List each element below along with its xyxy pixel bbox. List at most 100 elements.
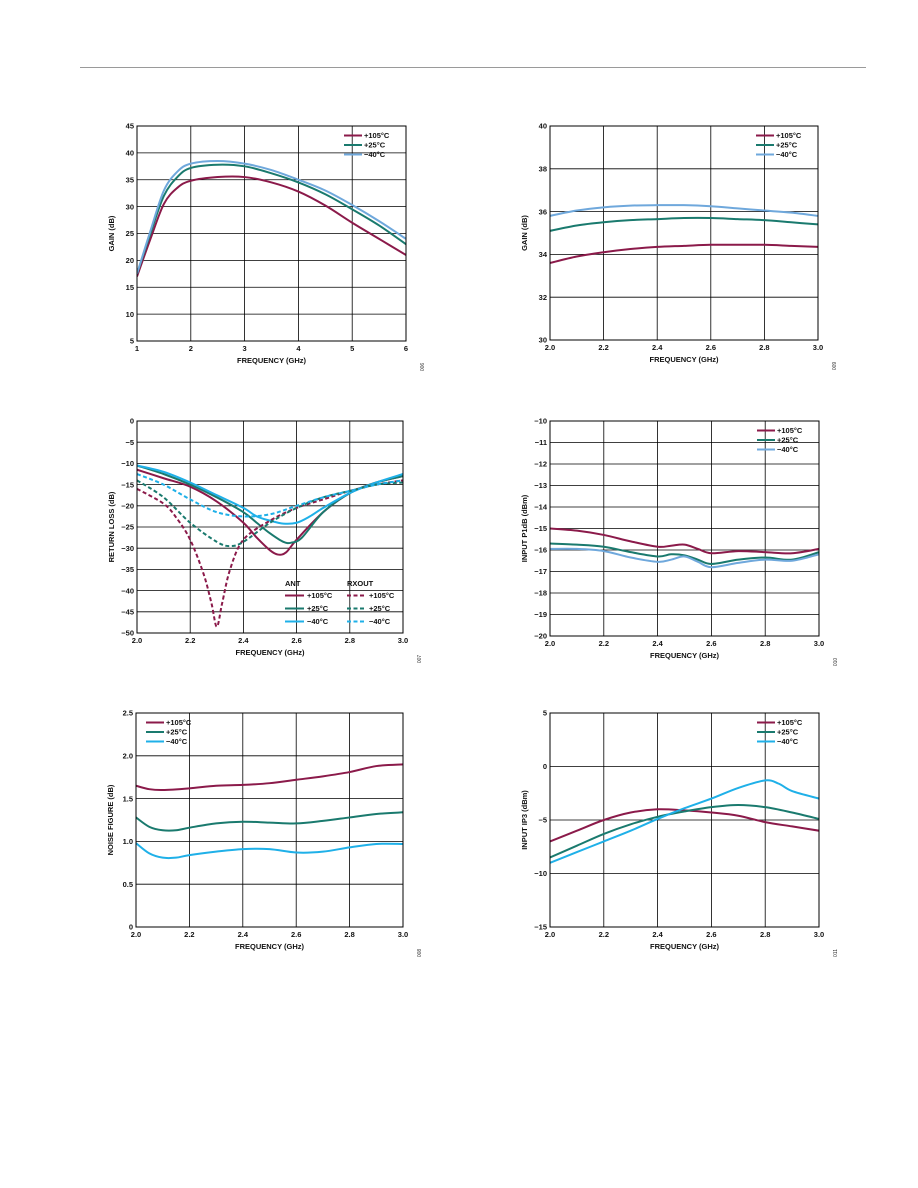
chart-2: 2.0 2.2 2.4 2.6 2.8 3.0−50−45−40−35−30−25−20−… [107, 417, 423, 663]
series-line-2 [137, 159, 406, 275]
series-group [550, 527, 819, 569]
x-tick-label: 1 [135, 344, 139, 353]
x-tick-label: 6 [404, 344, 408, 353]
x-tick-label: 2.8 [344, 930, 354, 939]
legend: +105°C+25°C−40°C [146, 718, 192, 746]
x-tick-label: 2.0 [545, 639, 555, 648]
series-group [137, 159, 406, 277]
legend: +105°C+25°C−40°C [757, 718, 803, 746]
y-axis-label: INPUT P1dB (dBm) [520, 494, 529, 562]
x-tick-label: 2.2 [599, 639, 609, 648]
y-tick-label: −15 [534, 524, 547, 533]
figure-id-label: 007 [417, 655, 423, 664]
x-tick-label: 2.0 [132, 636, 142, 645]
chart-3: 2.0 2.2 2.4 2.6 2.8 3.0 −20 −19 −18 −17 −16 −15 −14 −… [520, 417, 839, 666]
legend-label: −40°C [776, 150, 798, 159]
y-tick-label: 45 [126, 122, 134, 131]
legend-label: +25°C [777, 728, 799, 737]
y-tick-label: 40 [539, 122, 547, 131]
y-tick-label: 32 [539, 293, 547, 302]
x-tick-label: 5 [350, 344, 354, 353]
y-tick-label: 38 [539, 165, 547, 174]
y-tick-label: −11 [535, 438, 547, 447]
x-tick-label: 2.4 [652, 639, 663, 648]
x-tick-label: 2.8 [759, 343, 769, 352]
y-tick-label: −15 [121, 480, 134, 489]
plot-frame [549, 420, 820, 637]
y-tick-label: −20 [534, 632, 547, 641]
x-tick-label: 2.6 [706, 343, 716, 352]
series-line-2 [550, 779, 819, 864]
y-tick-label: 40 [126, 149, 134, 158]
y-tick-label: 36 [539, 207, 547, 216]
y-tick-label: 10 [126, 310, 134, 319]
y-tick-label: 5 [130, 337, 134, 346]
series-group [550, 204, 818, 264]
y-tick-label: 5 [543, 709, 547, 718]
x-tick-label: 2.4 [652, 343, 663, 352]
series-line-3 [137, 479, 403, 628]
legend: ANT RXOUT +105°C +25°C −40°C +105°C +25°C −40°C [285, 579, 395, 626]
x-tick-label: 3.0 [814, 639, 824, 648]
x-tick-label: 3 [243, 344, 247, 353]
chart-5: 2.0 2.2 2.4 2.6 2.8 3.0 −15 −10 −5 0 5 FREQUENCY (G… [520, 709, 839, 957]
legend-label: +105°C [307, 591, 333, 600]
y-axis-label: NOISE FIGURE (dB) [106, 784, 115, 855]
y-tick-label: 2.0 [123, 752, 133, 761]
figure-id-label: 009 [832, 362, 838, 371]
x-tick-label: 3.0 [814, 930, 824, 939]
legend: +105°C+25°C−40°C [344, 131, 390, 159]
series-group [137, 464, 403, 628]
y-axis-label: RETURN LOSS (dB) [107, 491, 116, 562]
series-line-0 [137, 175, 406, 277]
y-tick-label: −10 [121, 459, 134, 468]
figure-id-label: 011 [833, 949, 839, 957]
legend-label: +105°C [369, 591, 395, 600]
figure-id-label: 010 [833, 658, 839, 667]
x-tick-label: 2.4 [238, 636, 249, 645]
legend-label: +105°C [166, 718, 192, 727]
legend-label: +105°C [364, 131, 390, 140]
y-tick-label: −20 [121, 502, 134, 511]
series-line-2 [136, 842, 403, 860]
legend-label: −40°C [369, 617, 391, 626]
series-line-1 [550, 542, 819, 565]
y-tick-label: −13 [534, 481, 547, 490]
x-tick-label: 2 [189, 344, 193, 353]
x-tick-label: 3.0 [398, 930, 408, 939]
legend-label: +105°C [777, 718, 803, 727]
series-line-0 [550, 527, 819, 555]
series-line-0 [137, 468, 403, 556]
y-axis-label: INPUT IP3 (dBm) [520, 790, 529, 850]
y-tick-label: 0 [130, 417, 134, 426]
legend-label: +25°C [369, 604, 391, 613]
series-line-1 [550, 216, 818, 232]
x-axis-label: FREQUENCY (GHz) [235, 942, 305, 951]
legend-label: +25°C [307, 604, 329, 613]
y-tick-label: −25 [121, 523, 134, 532]
series-line-1 [137, 163, 406, 275]
y-tick-label: −17 [534, 567, 547, 576]
legend: +105°C+25°C−40°C [757, 426, 803, 454]
y-tick-label: −10 [534, 417, 547, 426]
series-line-2 [550, 204, 818, 217]
x-tick-label: 3.0 [813, 343, 823, 352]
x-tick-label: 2.8 [760, 639, 770, 648]
legend-column-title: ANT [285, 579, 301, 588]
series-group [136, 763, 403, 860]
y-tick-label: −40 [121, 586, 134, 595]
x-tick-label: 2.2 [599, 930, 609, 939]
x-tick-label: 2.8 [760, 930, 770, 939]
legend-label: +105°C [776, 131, 802, 140]
y-tick-label: −18 [534, 589, 547, 598]
x-tick-label: 2.6 [291, 636, 301, 645]
x-tick-label: 4 [296, 344, 301, 353]
y-tick-label: 15 [126, 283, 134, 292]
figure-id-label: 006 [420, 363, 426, 372]
x-tick-label: 2.2 [598, 343, 608, 352]
y-tick-label: 2.5 [123, 709, 133, 718]
x-tick-label: 2.2 [185, 636, 195, 645]
